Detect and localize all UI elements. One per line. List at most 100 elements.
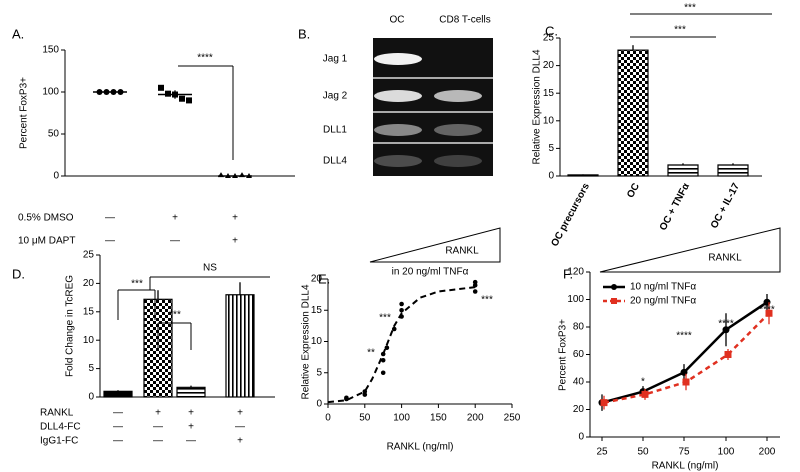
y-tick-label: 20 xyxy=(573,404,585,415)
gel-row-label: DLL1 xyxy=(323,125,347,136)
significance: * xyxy=(641,377,645,388)
data-point xyxy=(472,279,478,285)
y-tick-label: 0 xyxy=(53,171,59,182)
bar xyxy=(225,294,255,398)
significance: *** xyxy=(481,295,493,306)
condition-sign: + xyxy=(188,408,194,419)
x-tick-label: 75 xyxy=(678,447,690,458)
data-point xyxy=(165,90,171,97)
significance: **** xyxy=(197,53,213,64)
data-point xyxy=(765,309,773,317)
y-tick-label: 150 xyxy=(42,45,59,56)
note: in 20 ng/ml TNFα xyxy=(392,267,469,278)
data-point xyxy=(344,396,349,402)
y-axis-label: Fold Change in TcREG xyxy=(65,275,76,377)
legend-label: 20 ng/ml TNFα xyxy=(630,296,696,307)
wedge xyxy=(369,227,501,263)
y-tick-label: 20 xyxy=(83,278,95,289)
panel-label: D. xyxy=(12,266,25,281)
wedge-label: RANKL xyxy=(708,253,742,264)
condition-label: IgG1-FC xyxy=(40,436,78,447)
y-tick-label: 10 xyxy=(83,335,95,346)
data-point xyxy=(641,390,649,398)
x-tick-label: 0 xyxy=(325,413,331,424)
y-tick-label: 15 xyxy=(83,306,95,317)
bar xyxy=(567,174,599,177)
data-point xyxy=(158,84,164,91)
significance: **** xyxy=(759,305,775,316)
panel-label: A. xyxy=(12,26,24,41)
x-tick-label: OC xyxy=(625,181,642,199)
y-tick-label: 50 xyxy=(48,129,60,140)
condition-sign: — xyxy=(105,213,115,224)
bar xyxy=(617,49,649,177)
panel-label: B. xyxy=(298,26,310,41)
significance: *** xyxy=(674,25,686,36)
x-tick-label: OC precursors xyxy=(549,181,592,248)
data-point xyxy=(399,314,404,319)
condition-sign: + xyxy=(237,436,243,447)
y-tick-label: 25 xyxy=(543,33,555,44)
data-point xyxy=(722,326,730,334)
condition-sign: + xyxy=(155,408,161,419)
condition-sign: — xyxy=(113,408,123,419)
gel-column-label: OC xyxy=(390,15,405,26)
y-tick-label: 15 xyxy=(543,88,555,99)
gel-band xyxy=(434,90,482,102)
data-point xyxy=(600,399,608,407)
data-point xyxy=(399,307,404,313)
condition-label: 0.5% DMSO xyxy=(18,213,74,224)
y-tick-label: 5 xyxy=(548,143,554,154)
data-point xyxy=(391,326,397,332)
y-tick-label: 0 xyxy=(548,171,554,182)
gel-band xyxy=(374,53,422,65)
x-axis-label: RANKL (ng/ml) xyxy=(652,461,719,472)
y-tick-label: 120 xyxy=(567,267,584,278)
condition-sign: — xyxy=(153,436,163,447)
y-tick-label: 25 xyxy=(83,250,95,261)
panel-label: F. xyxy=(563,266,573,281)
significance: *** xyxy=(131,279,143,290)
gel-band xyxy=(374,90,422,102)
condition-sign: — xyxy=(235,422,245,433)
legend-label: 10 ng/ml TNFα xyxy=(630,282,696,293)
y-tick-label: 0 xyxy=(578,432,584,443)
gel-band xyxy=(374,124,422,136)
significance: *** xyxy=(379,313,391,324)
y-tick-label: 20 xyxy=(543,60,555,71)
y-tick-label: 5 xyxy=(316,367,322,378)
condition-sign: + xyxy=(232,213,238,224)
data-point xyxy=(380,351,386,357)
data-point xyxy=(179,95,185,102)
x-tick-label: 200 xyxy=(467,413,484,424)
data-point xyxy=(362,389,368,394)
wedge xyxy=(599,227,781,273)
data-point xyxy=(384,345,390,351)
gel-band xyxy=(374,155,422,167)
x-tick-label: 250 xyxy=(504,413,521,424)
x-tick-label: 50 xyxy=(637,447,649,458)
x-tick-label: 50 xyxy=(359,413,371,424)
condition-sign: — xyxy=(170,236,180,247)
condition-sign: — xyxy=(153,422,163,433)
y-tick-label: 20 xyxy=(311,274,323,285)
gel-row-label: Jag 1 xyxy=(323,54,348,65)
y-tick-label: 5 xyxy=(88,363,94,374)
x-axis-label: RANKL (ng/ml) xyxy=(387,442,454,453)
bar xyxy=(103,390,133,398)
condition-sign: — xyxy=(113,436,123,447)
data-point xyxy=(682,378,690,386)
bar xyxy=(717,164,749,177)
y-tick-label: 40 xyxy=(573,377,585,388)
gel-band xyxy=(434,124,482,136)
condition-sign: + xyxy=(188,422,194,433)
condition-sign: — xyxy=(186,436,196,447)
y-tick-label: 80 xyxy=(573,322,585,333)
y-tick-label: 60 xyxy=(573,349,585,360)
significance: NS xyxy=(203,263,217,274)
y-tick-label: 100 xyxy=(567,294,584,305)
condition-sign: + xyxy=(172,213,178,224)
x-tick-label: OC + IL-17 xyxy=(709,181,742,230)
y-tick-label: 15 xyxy=(311,305,323,316)
